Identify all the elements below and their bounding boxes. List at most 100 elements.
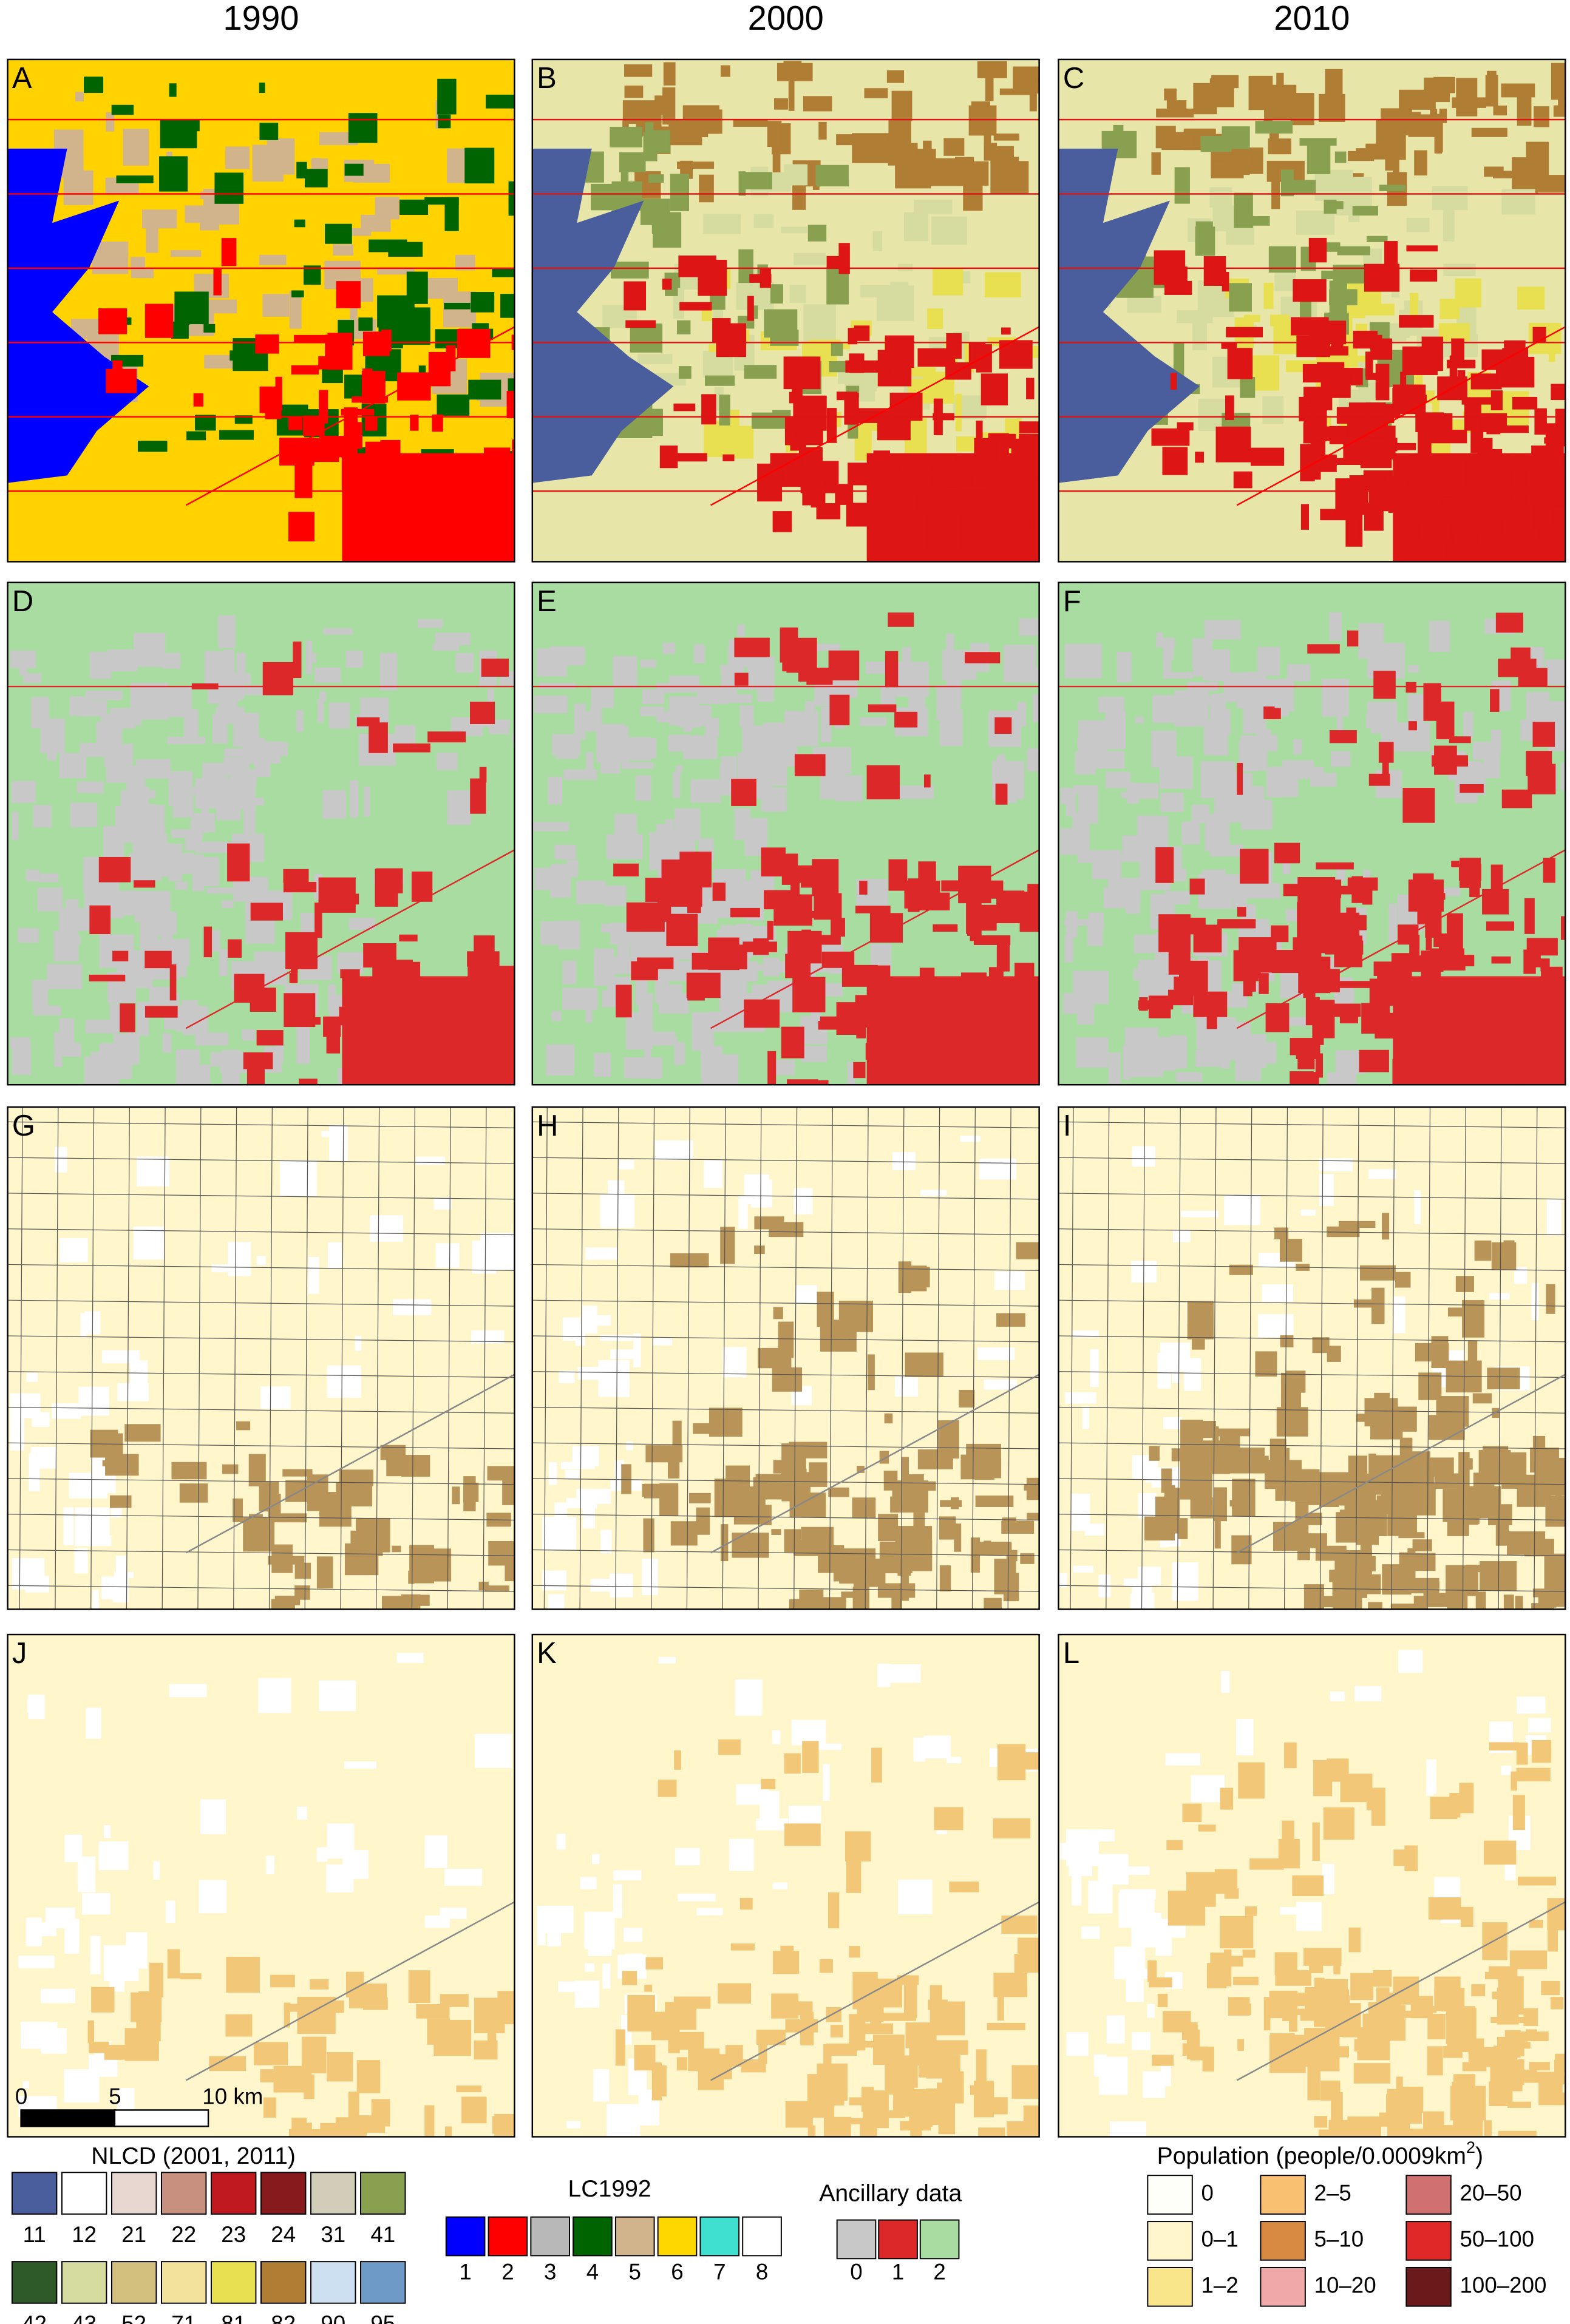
map-patch [263, 2097, 277, 2118]
map-patch [111, 104, 134, 115]
block-boundary [161, 1106, 166, 1610]
map-patch [1545, 659, 1566, 685]
map-patch [1138, 1492, 1157, 1519]
map-patch [828, 1487, 849, 1497]
map-patch [1163, 1417, 1182, 1429]
map-patch [415, 1156, 446, 1165]
map-patch [1331, 2092, 1343, 2121]
map-patch [1266, 708, 1281, 719]
legend-swatch [211, 2261, 257, 2304]
map-patch [329, 702, 350, 729]
map-patch [806, 668, 833, 685]
map-patch [1418, 1372, 1442, 1400]
map-patch [274, 1596, 301, 1605]
map-patch [756, 1818, 789, 1831]
map-patch [296, 161, 307, 178]
map-patch [971, 101, 990, 127]
map-patch [622, 762, 654, 769]
legend-swatch [360, 2261, 406, 2304]
map-patch [1318, 2129, 1338, 2137]
map-patch [232, 685, 263, 696]
map-patch [1432, 186, 1468, 211]
map-patch [1471, 127, 1507, 137]
map-patch [1435, 469, 1454, 498]
map-patch [853, 1062, 866, 1079]
highway [710, 1374, 1039, 1554]
map-patch [171, 321, 189, 339]
map-patch [322, 790, 346, 819]
map-patch [1331, 2046, 1349, 2058]
map-patch [506, 391, 515, 419]
map-patch [764, 309, 798, 338]
scale-bar-black [20, 2109, 116, 2127]
map-patch [722, 454, 735, 462]
map-patch [613, 656, 637, 688]
map-patch [1225, 395, 1234, 420]
map-patch [1081, 1926, 1100, 1939]
map-patch [1285, 677, 1291, 686]
map-patch [858, 2007, 878, 2014]
map-patch [815, 1597, 846, 1610]
map-patch [1163, 648, 1172, 675]
map-patch [1209, 187, 1232, 208]
map-patch [259, 254, 287, 265]
map-patch [984, 143, 997, 161]
map-patch [1251, 966, 1261, 978]
legend-swatch [61, 2261, 107, 2304]
map-patch [1489, 1293, 1510, 1300]
map-patch [1263, 1997, 1271, 2031]
map-patch [662, 279, 672, 290]
map-patch [209, 2056, 246, 2072]
highway [1236, 326, 1566, 506]
map-patch [1327, 1072, 1357, 1085]
block-boundary [532, 1478, 1039, 1485]
map-patch [770, 284, 783, 304]
map-patch [676, 765, 682, 773]
map-patch [76, 920, 97, 927]
map-patch [1088, 1880, 1113, 1914]
map-patch [738, 624, 745, 637]
map-patch [1517, 93, 1532, 126]
map-patch [1447, 359, 1476, 368]
map-patch [1087, 924, 1103, 946]
map-patch [773, 1307, 783, 1320]
map-patch [1518, 668, 1548, 687]
map-patch [731, 779, 756, 806]
map-patch [688, 1492, 711, 1503]
map-patch [165, 1900, 175, 1923]
map-patch [562, 961, 577, 984]
map-patch [1474, 1240, 1492, 1261]
map-patch [456, 2085, 482, 2093]
map-patch [468, 379, 501, 400]
map-patch [291, 941, 298, 974]
map-patch [1470, 415, 1484, 453]
legend-label: 42 [22, 2311, 47, 2324]
block-boundary [615, 1106, 619, 1610]
map-patch [1019, 421, 1039, 433]
map-patch [294, 334, 331, 344]
block-boundary [7, 1264, 515, 1271]
map-patch [678, 453, 707, 462]
map-patch [1191, 1775, 1225, 1803]
map-patch [809, 1462, 827, 1487]
map-patch [158, 699, 165, 716]
map-patch [167, 1949, 180, 1979]
map-patch [1461, 397, 1497, 405]
map-patch [927, 308, 943, 329]
map-patch [846, 2118, 871, 2125]
map-patch [411, 871, 433, 902]
map-patch [591, 183, 624, 211]
map-patch [923, 140, 932, 151]
map-patch [1296, 1902, 1322, 1931]
map-patch [146, 225, 158, 253]
map-patch [1490, 1059, 1511, 1080]
map-patch [1541, 1980, 1560, 1996]
map-patch [1271, 925, 1289, 943]
legend-label: 2 [501, 2259, 514, 2284]
map-patch [563, 769, 597, 780]
legend-swatch [160, 2261, 207, 2304]
panel-letter: E [537, 585, 557, 618]
map-patch [785, 429, 797, 440]
map-patch [920, 1190, 947, 1196]
map-patch [270, 1974, 295, 1988]
